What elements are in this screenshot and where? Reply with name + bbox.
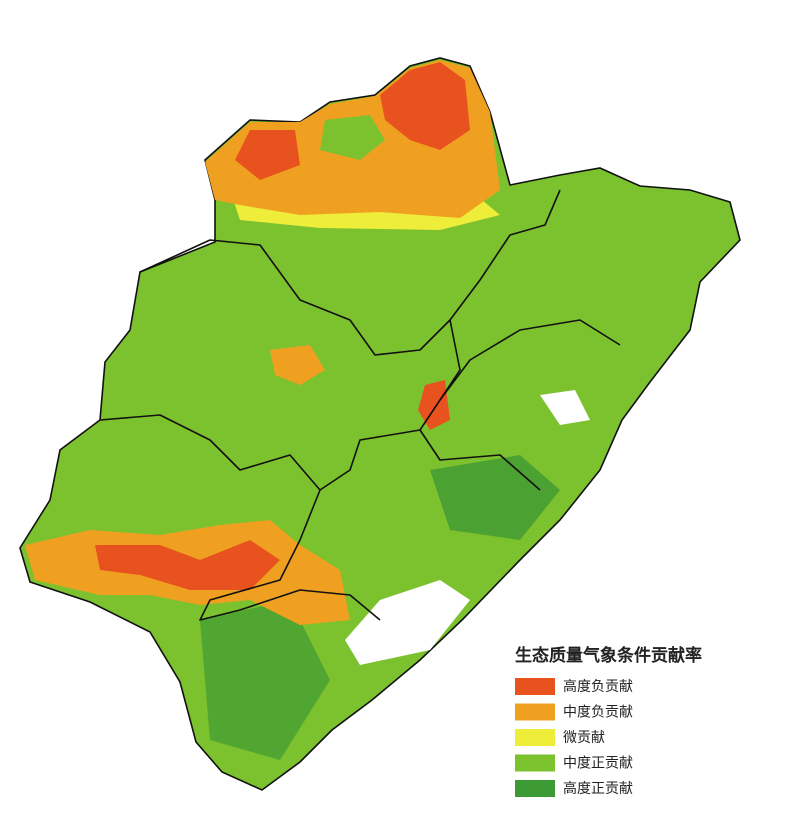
boundary: [99, 319, 621, 491]
province-map: [19, 57, 741, 791]
province-area: [19, 57, 741, 791]
legend-label: 微贡献: [563, 730, 605, 746]
white-zone: [345, 580, 470, 665]
legend-title: 生态质量气象条件贡献率: [515, 645, 702, 666]
legend-swatch: [515, 729, 555, 746]
legend-label: 高度正贡献: [563, 780, 633, 797]
legend-swatch: [515, 678, 555, 695]
legend-swatch: [515, 703, 555, 721]
legend-label: 高度负贡献: [563, 678, 633, 695]
orange-zone: [270, 345, 325, 385]
dark-green-zone: [200, 600, 330, 760]
legend-label: 中度负贡献: [563, 705, 633, 721]
legend-label: 中度正贡献: [563, 756, 633, 772]
green-patch: [320, 115, 385, 160]
boundary: [439, 319, 461, 401]
red-zone: [235, 130, 300, 180]
boundary: [199, 489, 381, 621]
legend-swatch: [515, 780, 555, 797]
red-zone: [380, 62, 470, 150]
white-zone: [540, 390, 590, 425]
boundary: [419, 429, 541, 491]
red-zone: [418, 380, 450, 430]
red-zone: [95, 540, 280, 590]
boundary: [139, 189, 561, 356]
legend-swatch: [515, 754, 555, 772]
dark-green-zone: [430, 455, 560, 540]
